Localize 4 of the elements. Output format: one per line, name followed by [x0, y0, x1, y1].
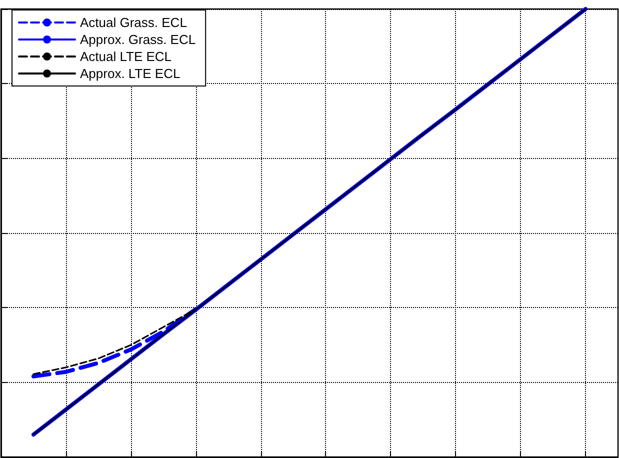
legend-label: Actual LTE ECL	[80, 49, 172, 64]
legend-label: Approx. Grass. ECL	[80, 32, 196, 47]
legend-label: Approx. LTE ECL	[80, 66, 180, 81]
legend-label: Actual Grass. ECL	[80, 15, 187, 30]
